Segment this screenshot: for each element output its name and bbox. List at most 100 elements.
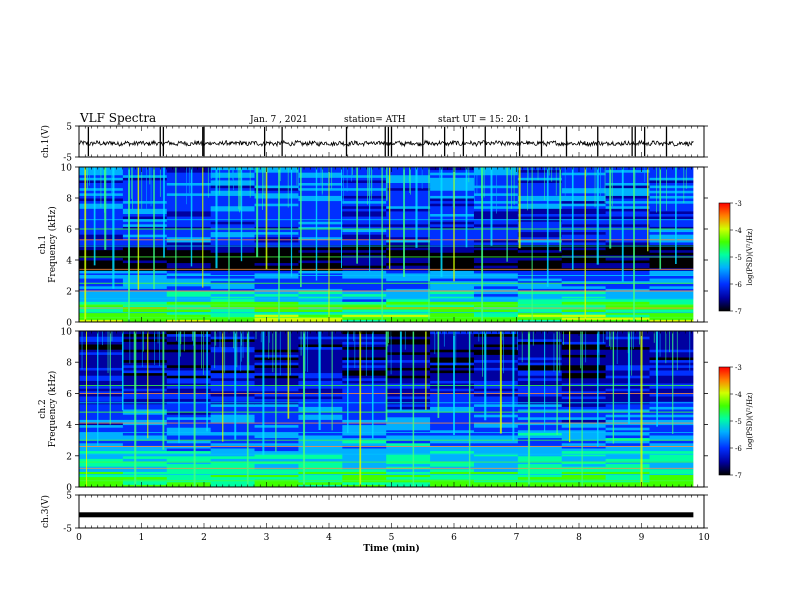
spectrogram-cell <box>605 370 650 374</box>
spectrogram-cell <box>166 346 212 350</box>
spectrogram-cell <box>605 179 650 183</box>
spectrogram-cell <box>386 422 431 426</box>
spectrogram-cell <box>342 272 387 276</box>
spectrogram-cell <box>298 280 343 284</box>
spectrogram-cell <box>210 257 256 261</box>
spectrogram-cell <box>386 234 431 238</box>
spectrogram-cell <box>605 169 650 173</box>
spectrogram-cell <box>79 262 124 266</box>
spectrogram-cell <box>166 396 212 400</box>
spectrogram-cell <box>386 187 431 191</box>
spectrogram-cell <box>298 455 343 459</box>
spectrogram-cell <box>605 216 650 220</box>
spectrogram-cell <box>649 481 694 485</box>
spectrogram-cell <box>342 177 387 181</box>
spectrogram-cell <box>561 455 607 459</box>
spectrogram-cell <box>649 390 694 394</box>
y-tick-label: 0 <box>66 484 72 494</box>
spectrogram-cell <box>517 249 563 253</box>
spectrogram-cell <box>79 301 124 305</box>
spectrogram-cell <box>430 385 475 389</box>
spectrogram-cell <box>122 169 168 173</box>
spectrogram-cell <box>210 316 256 320</box>
spectrogram-cell <box>79 388 124 392</box>
spectrogram-cell <box>649 309 694 313</box>
spectrogram-cell <box>386 393 431 397</box>
y-axis-label: ch.3(V) <box>40 495 51 528</box>
spectrogram-cell <box>210 288 256 292</box>
spectrogram-cell <box>122 396 168 400</box>
spectrogram-cell <box>386 427 431 431</box>
spectrogram-cell <box>79 448 124 452</box>
spectrogram-cell <box>473 445 519 449</box>
spectrogram-cell <box>649 388 694 392</box>
spectrogram-cell <box>386 169 431 173</box>
spectrogram-cell <box>473 257 519 261</box>
spectrogram-cell <box>649 187 694 191</box>
spectrogram-cell <box>605 422 650 426</box>
spectrogram-cell <box>605 298 650 302</box>
spectrogram-cell <box>649 296 694 300</box>
spectrogram-cell <box>342 291 387 295</box>
spectrogram-cell <box>430 283 475 287</box>
spectrogram-cell <box>605 288 650 292</box>
spectrogram-cell <box>649 476 694 480</box>
spectrogram-cell <box>517 377 563 381</box>
spectrogram-cell <box>254 236 299 240</box>
spectrogram-cell <box>254 338 299 342</box>
spectrogram-cell <box>473 422 519 426</box>
spectrogram-cell <box>166 223 212 227</box>
spectrogram-cell <box>517 372 563 376</box>
spectrogram-cell <box>254 177 299 181</box>
spectrogram-cell <box>122 208 168 212</box>
spectrogram-cell <box>430 403 475 407</box>
spectrogram-cell <box>79 275 124 279</box>
spectrogram-cell <box>386 167 431 171</box>
spectrogram-cell <box>649 221 694 225</box>
x-tick-label: 3 <box>264 533 270 543</box>
spectrogram-cell <box>342 210 387 214</box>
spectrogram-cell <box>342 185 387 189</box>
spectrogram-cell <box>342 406 387 410</box>
spectrogram-cell <box>342 226 387 230</box>
spectrogram-cell <box>210 442 256 446</box>
spectrogram-cell <box>122 280 168 284</box>
spectrogram-cell <box>605 254 650 258</box>
spectrogram-cell <box>605 481 650 485</box>
spectrogram-cell <box>254 252 299 256</box>
spectrogram-cell <box>166 351 212 355</box>
spectrogram-cell <box>254 354 299 358</box>
spectrogram-cell <box>210 190 256 194</box>
spectrogram-cell <box>122 262 168 266</box>
spectrogram-cell <box>166 448 212 452</box>
spectrogram-cell <box>122 298 168 302</box>
spectrogram-cell <box>386 351 431 355</box>
spectrogram-cell <box>473 252 519 256</box>
ch1-waveform-panel: 5-5ch.1(V) <box>40 123 708 164</box>
spectrogram-cell <box>298 254 343 258</box>
spectrogram-cell <box>473 311 519 315</box>
spectrogram-cell <box>254 169 299 173</box>
spectrogram-cell <box>254 471 299 475</box>
spectrogram-cell <box>517 296 563 300</box>
spectrogram-cell <box>342 288 387 292</box>
spectrogram-cell <box>386 349 431 353</box>
spectrogram-cell <box>561 314 607 318</box>
spectrogram-cell <box>561 179 607 183</box>
spectrogram-cell <box>430 247 475 251</box>
spectrogram-cell <box>517 278 563 282</box>
spectrogram-cell <box>79 375 124 379</box>
y-tick-label: 2 <box>66 452 72 462</box>
spectrogram-cell <box>473 213 519 217</box>
spectrogram-cell <box>473 283 519 287</box>
spectrogram-cell <box>166 455 212 459</box>
spectrogram-cell <box>166 380 212 384</box>
spectrogram-cell <box>473 429 519 433</box>
spectrogram-cell <box>122 285 168 289</box>
y-tick-label: 10 <box>61 328 73 338</box>
spectrogram-cell <box>517 388 563 392</box>
spectrogram-cell <box>79 458 124 462</box>
spectrogram-cell <box>430 466 475 470</box>
spectrogram-cell <box>473 448 519 452</box>
spectrogram-cell <box>122 316 168 320</box>
